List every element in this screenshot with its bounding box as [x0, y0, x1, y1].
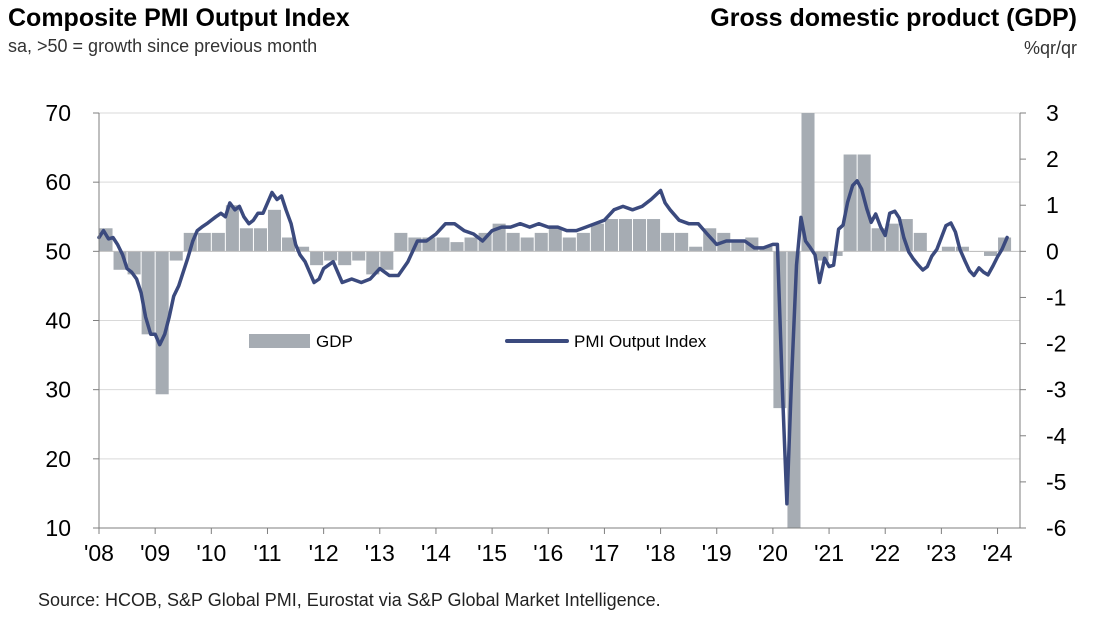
gdp-bar [155, 251, 169, 395]
composite-pmi-gdp-chart: 10 20 30 40 50 60 70 -6 -5 -4 -3 -2 -1 0 1 2 3 '08 '09 '10 '… [45, 100, 1067, 566]
gdp-bar [296, 246, 310, 252]
gdp-bar [267, 209, 282, 252]
x-tick-label: '10 [196, 540, 226, 566]
gdp-bar [436, 237, 450, 252]
gdp-bar [604, 219, 618, 252]
left-axis-title: Composite PMI Output Index [8, 4, 350, 32]
gdp-bar [366, 251, 380, 275]
gdp-bar [520, 237, 534, 252]
left-axis-subtitle: sa, >50 = growth since previous month [8, 36, 318, 56]
gdp-bar [478, 232, 492, 252]
gdp-bar [127, 251, 141, 275]
right-axis-title: Gross domestic product (GDP) [710, 4, 1077, 32]
gdp-bar [534, 232, 548, 252]
x-tick-label: '19 [702, 540, 732, 566]
right-tick-label: 3 [1046, 100, 1059, 126]
x-tick-label: '20 [758, 540, 788, 566]
gdp-bar [941, 246, 955, 252]
left-tick-label: 40 [45, 308, 71, 334]
right-tick-label: -5 [1046, 469, 1066, 495]
gdp-bar [618, 219, 633, 252]
gdp-bar [843, 154, 857, 252]
gdp-bar [787, 251, 801, 529]
gdp-bar [282, 237, 296, 252]
x-tick-label: '23 [926, 540, 956, 566]
gdp-bar [885, 223, 899, 252]
gdp-bar [197, 232, 211, 252]
gdp-bar [689, 246, 703, 252]
x-tick-label: '22 [870, 540, 900, 566]
left-tick-label: 60 [45, 169, 71, 195]
gdp-bar [871, 228, 885, 252]
gdp-bar [983, 251, 998, 256]
gdp-bar [225, 205, 239, 252]
gdp-bar [955, 246, 969, 252]
x-tick-label: '11 [253, 540, 281, 566]
right-tick-label: -3 [1046, 377, 1066, 403]
gdp-bar [352, 251, 366, 261]
x-tick-label: '08 [84, 540, 114, 566]
left-tick-label: 30 [45, 377, 71, 403]
gdp-bar [590, 223, 604, 252]
x-tick-label: '21 [814, 540, 844, 566]
gdp-bar [815, 251, 829, 261]
gdp-bar [661, 232, 675, 252]
gdp-bar [324, 251, 338, 261]
x-tick-label: '13 [365, 540, 395, 566]
gdp-bar [801, 113, 815, 252]
right-tick-label: -2 [1046, 331, 1066, 357]
x-tick-label: '18 [646, 540, 676, 566]
gdp-bar [169, 251, 183, 261]
x-tick-label: '24 [983, 540, 1013, 566]
right-tick-label: 2 [1046, 146, 1059, 172]
gdp-bar [759, 246, 773, 252]
gdp-bar [576, 232, 590, 252]
gdp-bar [239, 228, 253, 252]
left-tick-label: 10 [45, 515, 71, 541]
right-tick-label: -4 [1046, 423, 1067, 449]
left-tick-label: 20 [45, 446, 71, 472]
x-tick-label: '12 [309, 540, 339, 566]
gdp-bar [338, 251, 352, 266]
legend-gdp-swatch [249, 334, 310, 348]
gdp-bar [211, 232, 225, 252]
pmi-series-line [97, 179, 1009, 506]
left-tick-label: 50 [45, 238, 71, 264]
right-tick-label: 1 [1046, 192, 1059, 218]
x-tick-label: '16 [533, 540, 563, 566]
gdp-bar [380, 251, 394, 270]
gdp-bar [548, 228, 562, 252]
gdp-bar [506, 232, 520, 252]
right-tick-label: -1 [1046, 284, 1066, 310]
source-note: Source: HCOB, S&P Global PMI, Eurostat v… [38, 590, 661, 610]
gdp-bar [647, 219, 661, 252]
x-tick-label: '17 [589, 540, 619, 566]
gdp-bar [253, 228, 267, 252]
gdp-bar [562, 237, 576, 252]
gdp-bar [464, 237, 478, 252]
gdp-bar [731, 242, 745, 252]
gdp-bar [913, 232, 927, 252]
gdp-bar [633, 219, 647, 252]
left-tick-label: 70 [45, 100, 71, 126]
gdp-bar [310, 251, 324, 266]
x-tick-label: '14 [421, 540, 451, 566]
legend-pmi-label: PMI Output Index [574, 332, 707, 351]
right-tick-label: 0 [1046, 238, 1059, 264]
right-tick-label: -6 [1046, 515, 1066, 541]
legend-gdp-label: GDP [316, 332, 353, 351]
x-tick-label: '15 [477, 540, 507, 566]
x-tick-label: '09 [140, 540, 170, 566]
right-axis-subtitle: %qr/qr [1023, 38, 1077, 58]
gdp-bar [394, 232, 408, 252]
gdp-bar [675, 232, 689, 252]
gdp-bar [450, 242, 464, 252]
